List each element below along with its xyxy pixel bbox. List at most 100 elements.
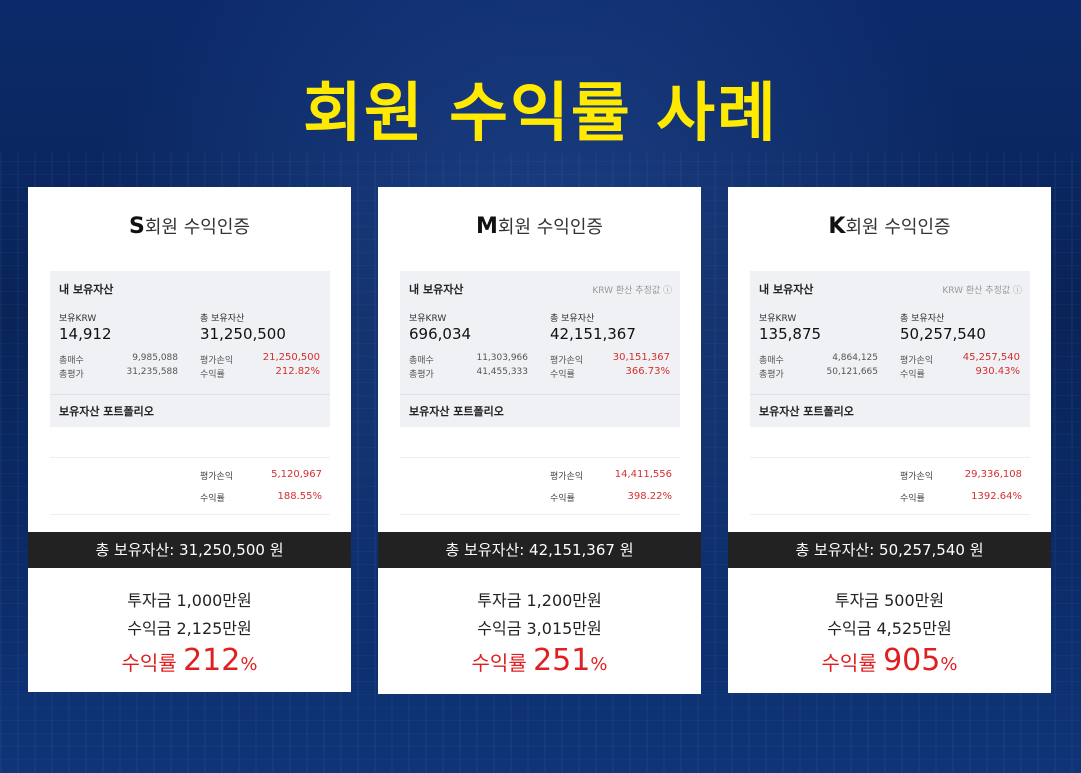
eval-total-label: 총평가 — [59, 370, 84, 380]
eval-pl-label: 평가손익 — [900, 356, 934, 366]
krw-estimate-note: KRW 환산 추정값 ⓘ — [592, 286, 672, 296]
holdings-header: 내 보유자산 — [59, 283, 114, 296]
return-rate-unit: % — [240, 654, 258, 675]
total-assets-bar: 총 보유자산: 50,257,540 원 — [728, 532, 1051, 568]
return-rate-label: 수익률 — [121, 651, 184, 675]
card-title: M회원 수익인증 — [378, 213, 701, 239]
eval-total-label: 총평가 — [759, 370, 784, 380]
buy-total-label: 총매수 — [59, 356, 84, 366]
eval-pl-value: 45,257,540 — [962, 352, 1020, 363]
buy-total-label: 총매수 — [409, 356, 434, 366]
page-title: 회원 수익률 사례 — [303, 77, 778, 151]
eval-total-value: 31,235,588 — [126, 367, 178, 377]
eval-pl-value: 30,151,367 — [612, 352, 670, 363]
divider — [750, 514, 1030, 515]
return-rate-value: 251 — [533, 643, 591, 678]
total-assets-value: 42,151,367 — [550, 325, 636, 343]
return-value: 212.82% — [275, 366, 321, 377]
krw-value: 14,912 — [59, 325, 112, 343]
panel-divider — [400, 394, 680, 395]
profit-amount: 수익금 2,125만원 — [127, 619, 252, 638]
divider — [50, 457, 330, 458]
krw-label: 보유KRW — [59, 314, 97, 324]
divider — [400, 457, 680, 458]
portfolio-summary: 평가손익 수익률 14,411,556 398.22% — [400, 427, 680, 527]
member-card-m: M회원 수익인증 내 보유자산 KRW 환산 추정값 ⓘ 보유KRW 696,0… — [378, 187, 701, 694]
investment-amount: 투자금 1,200만원 — [477, 591, 602, 610]
portfolio-label: 보유자산 포트폴리오 — [409, 405, 504, 418]
investment-amount: 투자금 1,000만원 — [127, 591, 252, 610]
return-rate-value: 212 — [183, 643, 241, 678]
member-card-k: K회원 수익인증 내 보유자산 KRW 환산 추정값 ⓘ 보유KRW 135,8… — [728, 187, 1051, 693]
investment-summary: 투자금 1,000만원 수익금 2,125만원 — [28, 587, 351, 643]
member-letter: K — [828, 214, 846, 239]
portfolio-label: 보유자산 포트폴리오 — [759, 405, 854, 418]
member-card-s: S회원 수익인증 내 보유자산 KRW 환산 추정값 ⓘ 보유KRW 14,91… — [28, 187, 351, 692]
return-rate: 수익률 905% — [728, 643, 1051, 678]
panel-divider — [750, 394, 1030, 395]
return-value: 366.73% — [625, 366, 671, 377]
portfolio-pl-label: 평가손익 — [900, 472, 934, 482]
holdings-screenshot: 내 보유자산 KRW 환산 추정값 ⓘ 보유KRW 696,034 총 보유자산… — [400, 271, 680, 527]
card-title: K회원 수익인증 — [728, 213, 1051, 239]
holdings-panel: 내 보유자산 KRW 환산 추정값 ⓘ 보유KRW 14,912 총 보유자산 … — [50, 271, 330, 427]
portfolio-return-value: 398.22% — [627, 491, 673, 502]
buy-total-label: 총매수 — [759, 356, 784, 366]
portfolio-pl-value: 29,336,108 — [964, 469, 1022, 480]
card-title-text: 회원 수익인증 — [497, 217, 603, 238]
portfolio-return-label: 수익률 — [900, 494, 925, 504]
return-label: 수익률 — [200, 370, 225, 380]
return-rate-value: 905 — [883, 643, 941, 678]
card-title-text: 회원 수익인증 — [845, 217, 951, 238]
return-rate-unit: % — [590, 654, 608, 675]
eval-total-value: 50,121,665 — [826, 367, 878, 377]
divider — [400, 514, 680, 515]
total-assets-label: 총 보유자산 — [900, 314, 945, 324]
portfolio-summary: 평가손익 수익률 29,336,108 1392.64% — [750, 427, 1030, 527]
total-assets-bar: 총 보유자산: 31,250,500 원 — [28, 532, 351, 568]
portfolio-pl-label: 평가손익 — [200, 472, 234, 482]
krw-estimate-note: KRW 환산 추정값 ⓘ — [942, 286, 1022, 296]
member-letter: S — [129, 214, 145, 239]
total-assets-label: 총 보유자산 — [550, 314, 595, 324]
eval-pl-label: 평가손익 — [550, 356, 584, 366]
total-assets-value: 50,257,540 — [900, 325, 986, 343]
buy-total-value: 4,864,125 — [832, 353, 878, 363]
investment-summary: 투자금 1,200만원 수익금 3,015만원 — [378, 587, 701, 643]
holdings-screenshot: 내 보유자산 KRW 환산 추정값 ⓘ 보유KRW 14,912 총 보유자산 … — [50, 271, 330, 527]
return-rate-unit: % — [940, 654, 958, 675]
card-title-text: 회원 수익인증 — [144, 217, 250, 238]
krw-label: 보유KRW — [409, 314, 447, 324]
krw-value: 696,034 — [409, 325, 472, 343]
holdings-screenshot: 내 보유자산 KRW 환산 추정값 ⓘ 보유KRW 135,875 총 보유자산… — [750, 271, 1030, 527]
return-value: 930.43% — [975, 366, 1021, 377]
panel-divider — [50, 394, 330, 395]
holdings-panel: 내 보유자산 KRW 환산 추정값 ⓘ 보유KRW 135,875 총 보유자산… — [750, 271, 1030, 427]
divider — [50, 514, 330, 515]
buy-total-value: 11,303,966 — [476, 353, 528, 363]
holdings-header: 내 보유자산 — [409, 283, 464, 296]
investment-summary: 투자금 500만원 수익금 4,525만원 — [728, 587, 1051, 643]
eval-pl-label: 평가손익 — [200, 356, 234, 366]
buy-total-value: 9,985,088 — [132, 353, 178, 363]
profit-amount: 수익금 4,525만원 — [827, 619, 952, 638]
investment-amount: 투자금 500만원 — [834, 591, 945, 610]
portfolio-return-label: 수익률 — [200, 494, 225, 504]
profit-amount: 수익금 3,015만원 — [477, 619, 602, 638]
total-assets-label: 총 보유자산 — [200, 314, 245, 324]
eval-total-label: 총평가 — [409, 370, 434, 380]
return-label: 수익률 — [550, 370, 575, 380]
portfolio-summary: 평가손익 수익률 5,120,967 188.55% — [50, 427, 330, 527]
portfolio-pl-value: 5,120,967 — [271, 469, 322, 480]
divider — [750, 457, 1030, 458]
eval-total-value: 41,455,333 — [476, 367, 528, 377]
return-rate: 수익률 251% — [378, 643, 701, 678]
krw-value: 135,875 — [759, 325, 822, 343]
return-rate-label: 수익률 — [471, 651, 534, 675]
return-rate-label: 수익률 — [821, 651, 884, 675]
total-assets-value: 31,250,500 — [200, 325, 286, 343]
holdings-header: 내 보유자산 — [759, 283, 814, 296]
portfolio-pl-value: 14,411,556 — [614, 469, 672, 480]
portfolio-label: 보유자산 포트폴리오 — [59, 405, 154, 418]
total-assets-bar: 총 보유자산: 42,151,367 원 — [378, 532, 701, 568]
